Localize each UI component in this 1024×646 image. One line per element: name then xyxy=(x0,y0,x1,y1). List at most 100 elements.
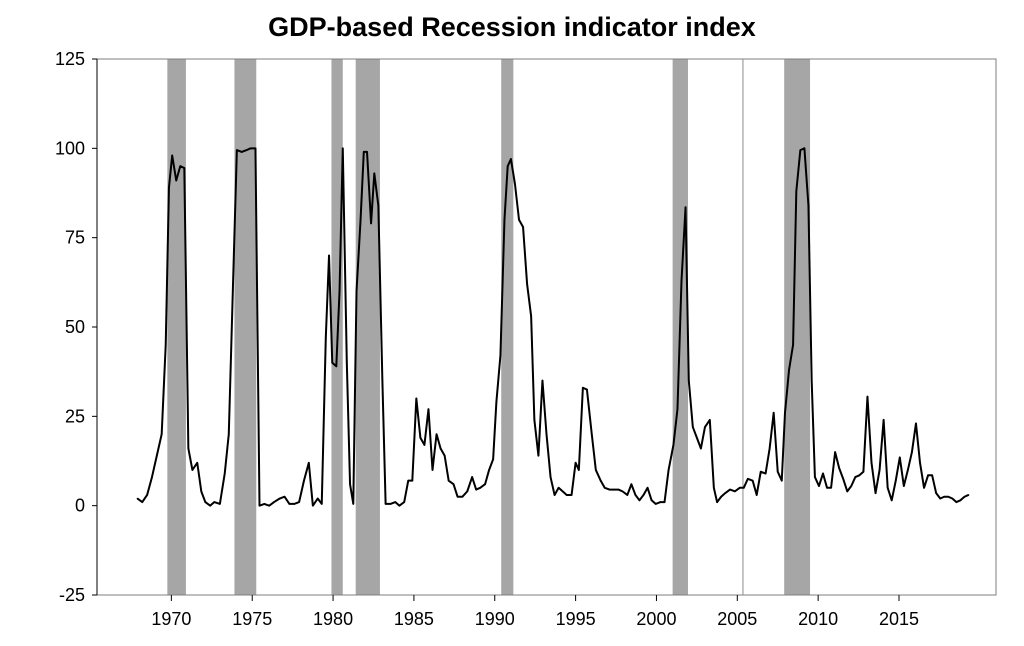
data-point xyxy=(495,401,498,403)
data-point xyxy=(346,361,348,364)
data-point xyxy=(151,476,153,478)
data-point xyxy=(419,436,422,439)
data-point xyxy=(858,474,861,477)
data-point xyxy=(522,226,524,228)
data-point xyxy=(927,474,929,477)
data-point xyxy=(947,495,950,498)
data-point xyxy=(398,504,401,507)
data-point xyxy=(213,501,216,503)
data-point xyxy=(298,501,300,503)
data-point xyxy=(755,494,758,496)
data-point xyxy=(204,501,207,503)
data-point xyxy=(484,483,486,486)
data-point xyxy=(772,411,775,414)
data-point xyxy=(621,490,624,493)
data-point xyxy=(456,495,459,498)
data-point xyxy=(951,497,954,500)
data-point xyxy=(943,495,946,498)
data-point xyxy=(439,447,442,450)
data-point xyxy=(335,365,338,368)
data-point xyxy=(650,499,653,502)
data-point xyxy=(283,495,286,498)
data-point xyxy=(423,444,426,446)
series-layer xyxy=(136,147,970,507)
data-point xyxy=(792,344,794,346)
data-point xyxy=(687,379,690,382)
data-point xyxy=(349,483,351,486)
x-tick-label: 1990 xyxy=(475,609,515,629)
data-point xyxy=(471,476,473,478)
data-point xyxy=(751,479,754,482)
data-point xyxy=(923,487,925,489)
data-point xyxy=(654,503,657,505)
series-line-1 xyxy=(136,147,969,507)
data-point xyxy=(663,501,666,503)
data-point xyxy=(667,469,670,471)
data-point xyxy=(324,336,327,339)
data-point xyxy=(394,501,397,503)
data-point xyxy=(164,344,167,346)
data-point xyxy=(919,461,921,464)
data-point xyxy=(510,158,512,160)
data-point xyxy=(557,487,560,489)
y-tick-label: 75 xyxy=(65,228,85,248)
data-point xyxy=(886,487,889,489)
data-point xyxy=(377,204,380,207)
data-point xyxy=(854,476,857,478)
data-point xyxy=(878,469,881,471)
data-point xyxy=(312,504,314,507)
data-point xyxy=(676,408,679,410)
x-tick-label: 2000 xyxy=(636,609,676,629)
x-tick-label: 2015 xyxy=(879,609,919,629)
data-point xyxy=(171,154,173,157)
data-point xyxy=(700,447,702,450)
data-point xyxy=(475,488,477,491)
data-point xyxy=(415,397,418,400)
y-tick-label: 100 xyxy=(55,138,85,158)
data-point xyxy=(370,222,372,225)
data-point xyxy=(341,147,344,150)
data-point xyxy=(890,499,893,502)
data-point xyxy=(590,433,593,436)
x-axis: 1970 1975 1980 1985 1990 1995 2000 2005 2010 2015 xyxy=(151,595,919,629)
data-point xyxy=(303,479,305,482)
data-point xyxy=(608,488,611,491)
data-point xyxy=(488,469,490,471)
data-point xyxy=(842,478,845,480)
data-point xyxy=(834,451,836,453)
data-point xyxy=(373,172,376,175)
data-point xyxy=(352,503,355,505)
data-point xyxy=(720,495,722,498)
data-point xyxy=(447,479,450,482)
y-tick-label: 0 xyxy=(75,496,85,516)
data-point xyxy=(672,444,675,446)
data-point xyxy=(626,494,629,496)
data-point xyxy=(273,501,275,503)
data-point xyxy=(692,426,694,428)
y-axis: 125 100 75 50 25 0 -25 xyxy=(55,49,98,605)
data-point xyxy=(479,487,482,489)
data-point xyxy=(499,354,502,357)
data-point xyxy=(729,488,731,491)
data-point xyxy=(684,206,687,209)
data-point xyxy=(245,149,248,151)
data-point xyxy=(915,422,917,425)
data-point xyxy=(381,379,384,382)
data-point xyxy=(582,386,584,389)
data-point xyxy=(331,361,334,364)
data-point xyxy=(541,379,544,382)
recession-band-4 xyxy=(355,59,380,595)
data-point xyxy=(939,497,942,500)
data-point xyxy=(355,290,358,293)
data-point xyxy=(822,472,824,475)
data-point xyxy=(709,419,711,421)
data-point xyxy=(308,461,310,464)
data-point xyxy=(461,495,464,498)
data-point xyxy=(278,497,281,500)
data-point xyxy=(850,485,853,487)
data-point xyxy=(533,419,536,421)
data-point xyxy=(232,290,234,293)
recession-band-7 xyxy=(784,59,811,595)
data-point xyxy=(955,501,958,503)
